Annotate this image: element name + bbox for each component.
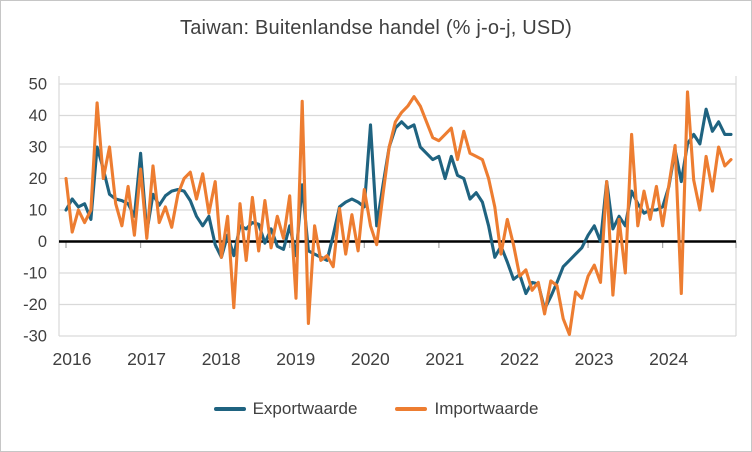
y-axis-tick-label: -30 bbox=[23, 328, 47, 346]
exportwaarde-line-swatch bbox=[213, 407, 246, 411]
x-axis-tick-label: 2023 bbox=[575, 349, 614, 369]
importwaarde-line bbox=[64, 90, 733, 336]
x-axis-tick-label: 2017 bbox=[127, 349, 166, 369]
exportwaarde-line bbox=[64, 107, 733, 311]
legend: Exportwaarde Importwaarde bbox=[1, 399, 751, 419]
x-axis-tick-label: 2024 bbox=[649, 349, 688, 369]
y-axis-tick-label: 40 bbox=[29, 107, 47, 125]
y-axis-tick-label: 0 bbox=[38, 233, 47, 251]
legend-label-exportwaarde: Exportwaarde bbox=[252, 399, 358, 418]
plot-area: 2016 2017 2018 2019 2020 2021 2022 2023 2024 50 40… bbox=[23, 76, 737, 369]
x-axis-tick-label: 2021 bbox=[425, 349, 464, 369]
importwaarde-line-swatch bbox=[395, 407, 428, 411]
y-axis-tick-label: -10 bbox=[23, 265, 47, 283]
y-axis-tick-label: -20 bbox=[23, 296, 47, 314]
y-axis-tick-label: 20 bbox=[29, 170, 47, 188]
chart-title: Taiwan: Buitenlandse handel (% j-o-j, US… bbox=[180, 17, 572, 39]
legend-item-exportwaarde: Exportwaarde bbox=[213, 399, 358, 419]
y-axis-tick-label: 50 bbox=[29, 76, 47, 94]
y-axis-tick-label: 10 bbox=[29, 202, 47, 220]
y-axis-tick-label: 30 bbox=[29, 139, 47, 157]
x-axis-tick-label: 2019 bbox=[276, 349, 315, 369]
legend-item-importwaarde: Importwaarde bbox=[395, 399, 538, 419]
x-axis-tick-label: 2022 bbox=[500, 349, 539, 369]
x-axis-tick-label: 2018 bbox=[202, 349, 241, 369]
x-axis-tick-label: 2020 bbox=[351, 349, 390, 369]
legend-label-importwaarde: Importwaarde bbox=[434, 399, 539, 418]
x-axis-tick-label: 2016 bbox=[53, 349, 92, 369]
